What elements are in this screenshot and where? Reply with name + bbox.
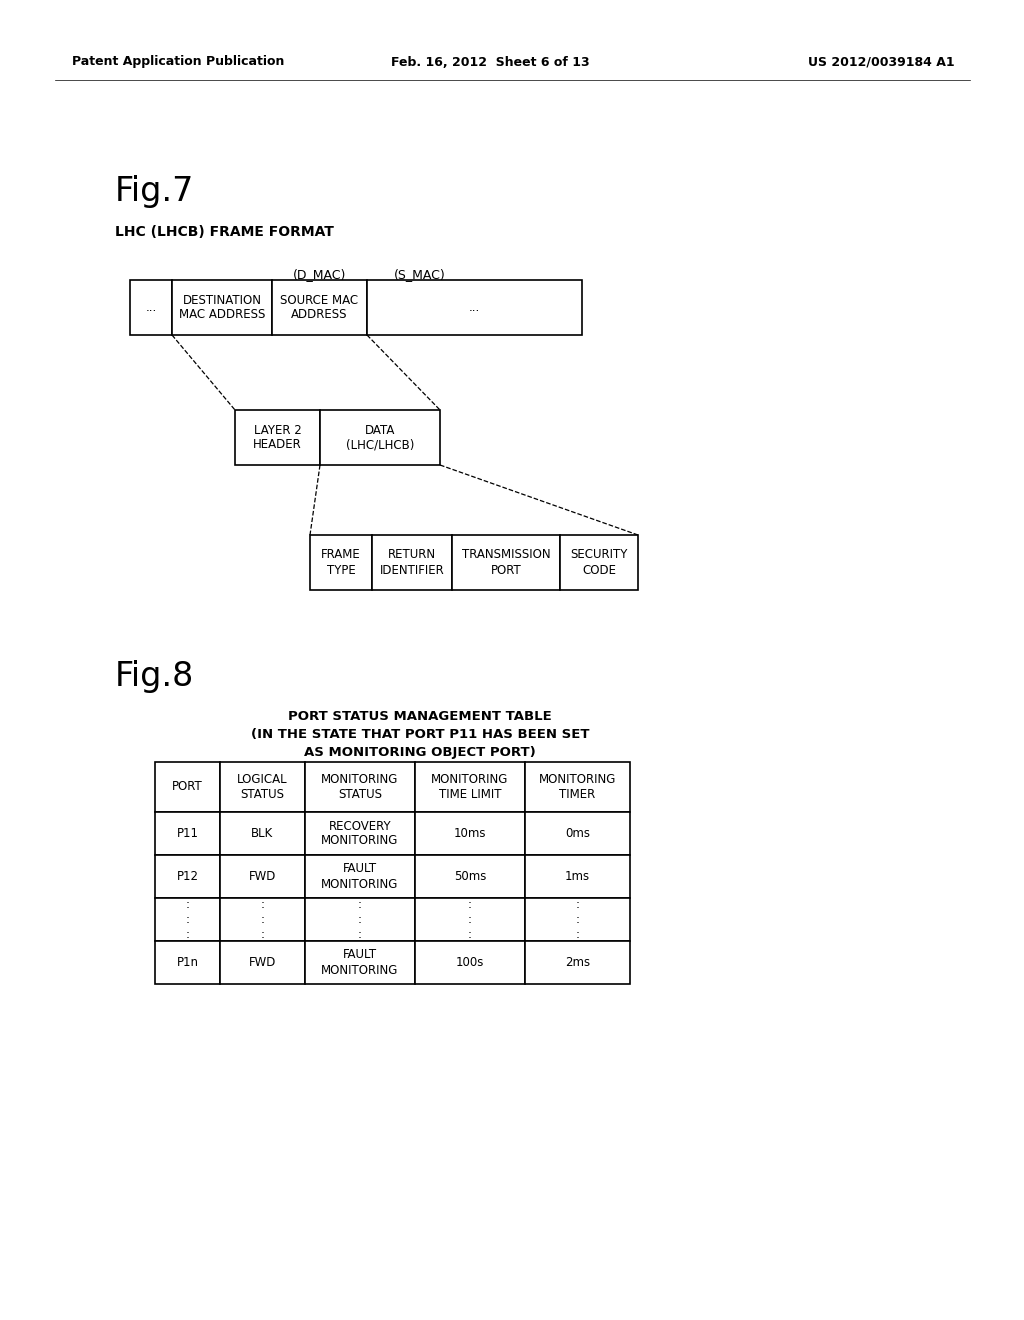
Bar <box>155 898 220 941</box>
Text: Feb. 16, 2012  Sheet 6 of 13: Feb. 16, 2012 Sheet 6 of 13 <box>391 55 590 69</box>
Text: ...: ... <box>469 301 480 314</box>
Bar <box>155 812 220 855</box>
Bar <box>305 898 415 941</box>
Text: :
:
:: : : : <box>358 898 362 941</box>
Text: 2ms: 2ms <box>565 956 590 969</box>
Text: P12: P12 <box>176 870 199 883</box>
Text: 1ms: 1ms <box>565 870 590 883</box>
Text: (IN THE STATE THAT PORT P11 HAS BEEN SET: (IN THE STATE THAT PORT P11 HAS BEEN SET <box>251 729 589 741</box>
Text: PORT: PORT <box>172 780 203 793</box>
Text: P11: P11 <box>176 828 199 840</box>
Text: PORT STATUS MANAGEMENT TABLE: PORT STATUS MANAGEMENT TABLE <box>288 710 552 723</box>
Bar <box>560 535 638 590</box>
Bar <box>220 898 305 941</box>
Bar <box>319 411 440 465</box>
Text: TRANSMISSION
PORT: TRANSMISSION PORT <box>462 549 550 577</box>
Text: :
:
:: : : : <box>185 898 189 941</box>
Bar <box>130 280 172 335</box>
Bar <box>220 812 305 855</box>
Bar <box>305 855 415 898</box>
Bar <box>305 762 415 812</box>
Text: 10ms: 10ms <box>454 828 486 840</box>
Text: (D_MAC): (D_MAC) <box>293 268 347 281</box>
Text: AS MONITORING OBJECT PORT): AS MONITORING OBJECT PORT) <box>304 746 536 759</box>
Text: RETURN
IDENTIFIER: RETURN IDENTIFIER <box>380 549 444 577</box>
Text: MONITORING
TIMER: MONITORING TIMER <box>539 774 616 801</box>
Text: 0ms: 0ms <box>565 828 590 840</box>
Text: FWD: FWD <box>249 870 276 883</box>
Text: P1n: P1n <box>176 956 199 969</box>
Bar <box>310 535 372 590</box>
Text: (S_MAC): (S_MAC) <box>394 268 445 281</box>
Text: 100s: 100s <box>456 956 484 969</box>
Text: FRAME
TYPE: FRAME TYPE <box>322 549 360 577</box>
Text: LOGICAL
STATUS: LOGICAL STATUS <box>238 774 288 801</box>
Bar <box>415 898 525 941</box>
Bar <box>272 280 367 335</box>
Text: SECURITY
CODE: SECURITY CODE <box>570 549 628 577</box>
Bar <box>415 941 525 983</box>
Bar <box>220 941 305 983</box>
Text: :
:
:: : : : <box>468 898 472 941</box>
Bar <box>220 855 305 898</box>
Bar <box>415 812 525 855</box>
Bar <box>525 898 630 941</box>
Text: Fig.7: Fig.7 <box>115 176 195 209</box>
Text: ...: ... <box>145 301 157 314</box>
Bar <box>172 280 272 335</box>
Bar <box>452 535 560 590</box>
Bar <box>525 812 630 855</box>
Bar <box>415 762 525 812</box>
Text: Patent Application Publication: Patent Application Publication <box>72 55 285 69</box>
Bar <box>155 941 220 983</box>
Text: DATA
(LHC/LHCB): DATA (LHC/LHCB) <box>346 424 414 451</box>
Bar <box>525 762 630 812</box>
Text: LAYER 2
HEADER: LAYER 2 HEADER <box>253 424 302 451</box>
Bar <box>305 812 415 855</box>
Text: SOURCE MAC
ADDRESS: SOURCE MAC ADDRESS <box>281 293 358 322</box>
Text: DESTINATION
MAC ADDRESS: DESTINATION MAC ADDRESS <box>179 293 265 322</box>
Text: FAULT
MONITORING: FAULT MONITORING <box>322 949 398 977</box>
Bar <box>220 762 305 812</box>
Bar <box>234 411 319 465</box>
Text: FAULT
MONITORING: FAULT MONITORING <box>322 862 398 891</box>
Bar <box>155 855 220 898</box>
Text: :
:
:: : : : <box>575 898 580 941</box>
Bar <box>367 280 582 335</box>
Text: US 2012/0039184 A1: US 2012/0039184 A1 <box>808 55 955 69</box>
Text: MONITORING
STATUS: MONITORING STATUS <box>322 774 398 801</box>
Text: RECOVERY
MONITORING: RECOVERY MONITORING <box>322 820 398 847</box>
Text: Fig.8: Fig.8 <box>115 660 195 693</box>
Bar <box>305 941 415 983</box>
Bar <box>525 941 630 983</box>
Text: :
:
:: : : : <box>260 898 264 941</box>
Text: 50ms: 50ms <box>454 870 486 883</box>
Text: BLK: BLK <box>251 828 273 840</box>
Bar <box>372 535 452 590</box>
Bar <box>525 855 630 898</box>
Text: MONITORING
TIME LIMIT: MONITORING TIME LIMIT <box>431 774 509 801</box>
Bar <box>415 855 525 898</box>
Text: FWD: FWD <box>249 956 276 969</box>
Text: LHC (LHCB) FRAME FORMAT: LHC (LHCB) FRAME FORMAT <box>115 224 334 239</box>
Bar <box>155 762 220 812</box>
